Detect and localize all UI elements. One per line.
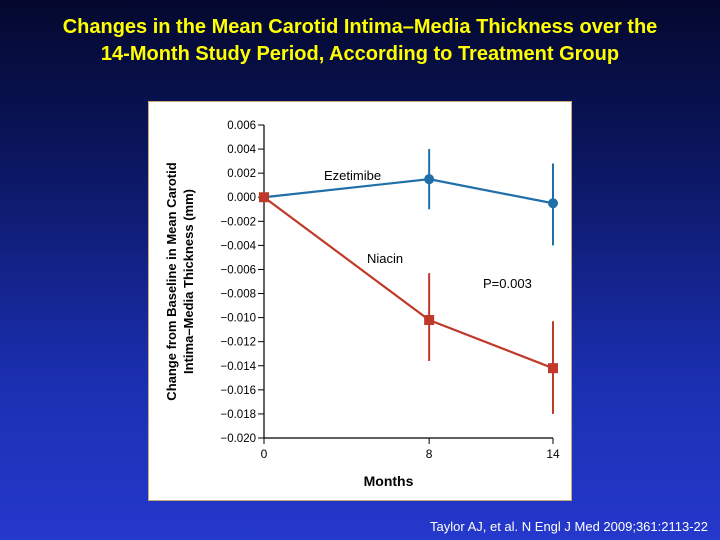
x-tick-label: 0: [261, 447, 268, 461]
niacin-data-point: [259, 192, 269, 203]
y-tick-label: 0.006: [227, 120, 256, 132]
x-tick-label: 14: [546, 447, 560, 461]
y-tick-label: −0.016: [221, 385, 257, 397]
y-tick-label: −0.014: [221, 361, 257, 373]
slide-title-line-1: Changes in the Mean Carotid Intima–Media…: [62, 16, 658, 38]
y-tick-label: −0.006: [221, 264, 257, 276]
x-axis-label: Months: [364, 473, 414, 489]
ezetimibe-data-point: [548, 198, 558, 209]
y-tick-label: −0.020: [221, 433, 257, 445]
slide-title-line-2: 14-Month Study Period, According to Trea…: [100, 43, 620, 65]
y-tick-label: −0.010: [221, 313, 257, 325]
y-tick-label: −0.012: [221, 337, 257, 349]
y-axis-label-line-1: Change from Baseline in Mean Carotid: [164, 162, 179, 400]
x-tick-label: 8: [426, 447, 433, 461]
slide-title: Changes in the Mean Carotid Intima–Media…: [0, 14, 720, 68]
chart-panel: 0.006 0.004 0.002 0.000 −0.002 −0.004 −0.006 −0…: [148, 101, 572, 501]
ezetimibe-label: Ezetimibe: [324, 168, 381, 183]
y-tick-label: −0.018: [221, 409, 257, 421]
niacin-data-point: [424, 315, 435, 326]
y-tick-label: −0.004: [221, 240, 257, 252]
y-tick-label: 0.004: [227, 144, 256, 156]
y-axis-label-line-2: Intima–Media Thickness (mm): [181, 189, 196, 374]
y-tick-label: 0.000: [227, 192, 256, 204]
y-tick-label: 0.002: [227, 168, 256, 180]
line-chart: 0.006 0.004 0.002 0.000 −0.002 −0.004 −0.006 −0…: [164, 120, 560, 489]
p-value-annotation: P=0.003: [483, 276, 532, 291]
niacin-label: Niacin: [367, 251, 403, 266]
ezetimibe-data-point: [424, 174, 435, 185]
niacin-data-point: [548, 363, 558, 374]
y-tick-label: −0.008: [221, 289, 257, 301]
y-tick-label: −0.002: [221, 216, 257, 228]
citation: Taylor AJ, et al. N Engl J Med 2009;361:…: [430, 519, 708, 534]
ezetimibe-series-line: [263, 178, 554, 205]
